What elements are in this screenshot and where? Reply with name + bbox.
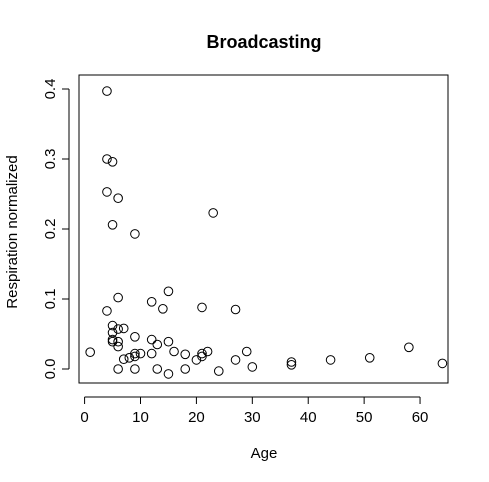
data-point bbox=[364, 353, 375, 363]
data-point bbox=[130, 348, 140, 359]
x-tick-label: 30 bbox=[244, 409, 261, 426]
y-tick-label: 0.3 bbox=[42, 149, 59, 170]
data-point bbox=[197, 302, 207, 313]
y-tick-label: 0.0 bbox=[42, 359, 59, 380]
data-point bbox=[146, 334, 157, 345]
data-point bbox=[191, 355, 202, 365]
data-point bbox=[118, 323, 129, 334]
data-point bbox=[152, 339, 163, 350]
data-point bbox=[404, 342, 414, 353]
data-point bbox=[169, 346, 179, 357]
x-tick-label: 50 bbox=[356, 409, 373, 426]
data-point bbox=[230, 304, 241, 315]
data-point bbox=[130, 364, 140, 374]
y-axis: 0.0 0.1 0.2 0.3 0.4 bbox=[42, 79, 70, 380]
x-tick-label: 60 bbox=[412, 409, 429, 426]
data-point bbox=[124, 353, 135, 363]
x-axis: 0 10 20 30 40 50 60 bbox=[80, 396, 429, 426]
data-point bbox=[197, 348, 207, 359]
x-axis-label: Age bbox=[251, 445, 278, 462]
data-point bbox=[286, 357, 297, 367]
data-point bbox=[107, 220, 118, 230]
data-point bbox=[107, 320, 118, 331]
data-point bbox=[158, 304, 168, 314]
data-point bbox=[163, 369, 174, 379]
data-point bbox=[325, 355, 336, 365]
data-point bbox=[437, 358, 448, 369]
data-point bbox=[146, 297, 157, 307]
data-point bbox=[130, 351, 140, 362]
data-point bbox=[230, 355, 241, 365]
data-point bbox=[102, 86, 112, 96]
data-point bbox=[135, 348, 146, 359]
data-point bbox=[213, 366, 224, 376]
data-point bbox=[118, 354, 129, 365]
data-point bbox=[113, 341, 123, 352]
data-point bbox=[102, 154, 112, 164]
data-point bbox=[113, 364, 123, 374]
data-point bbox=[197, 351, 207, 362]
data-point bbox=[163, 286, 174, 297]
data-point bbox=[180, 349, 191, 360]
data-point bbox=[107, 157, 118, 167]
data-point bbox=[130, 332, 140, 342]
x-tick-label: 20 bbox=[188, 409, 205, 426]
y-tick-label: 0.1 bbox=[42, 289, 59, 310]
y-tick-label: 0.4 bbox=[42, 79, 59, 100]
x-tick-label: 40 bbox=[300, 409, 317, 426]
data-point bbox=[208, 208, 218, 218]
x-tick-label: 10 bbox=[132, 409, 149, 426]
data-point bbox=[163, 336, 174, 347]
data-point bbox=[152, 364, 163, 374]
data-point bbox=[85, 347, 95, 358]
data-point bbox=[146, 348, 157, 359]
x-tick-label: 0 bbox=[80, 409, 88, 426]
data-point bbox=[241, 346, 252, 357]
data-points bbox=[85, 86, 448, 379]
data-point bbox=[113, 292, 123, 303]
data-point bbox=[102, 306, 112, 316]
data-point bbox=[113, 324, 123, 334]
data-point bbox=[180, 364, 191, 374]
chart-title: Broadcasting bbox=[206, 32, 321, 52]
data-point bbox=[107, 336, 118, 347]
data-point bbox=[247, 362, 258, 372]
data-point bbox=[113, 336, 123, 347]
data-point bbox=[102, 187, 112, 197]
y-axis-label: Respiration normalized bbox=[4, 155, 21, 308]
plot-frame bbox=[78, 74, 449, 384]
data-point bbox=[286, 360, 297, 370]
data-point bbox=[202, 346, 213, 357]
y-tick-label: 0.2 bbox=[42, 219, 59, 240]
data-point bbox=[130, 229, 140, 239]
data-point bbox=[113, 193, 123, 203]
